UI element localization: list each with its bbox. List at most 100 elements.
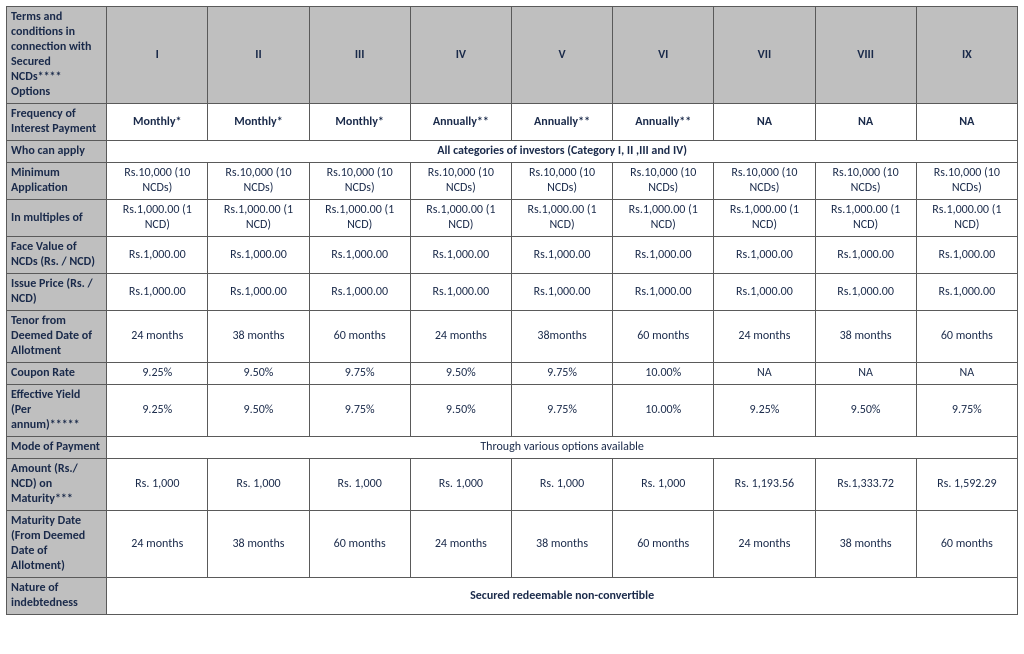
cell: 60 months (916, 311, 1017, 363)
cell: 9.50% (208, 363, 309, 385)
row-tenor: Tenor from Deemed Date of Allotment 24 m… (7, 311, 1018, 363)
cell: 60 months (309, 511, 410, 578)
row-label: Coupon Rate (7, 363, 107, 385)
cell: Rs.1,000.00 (1 NCD) (714, 200, 815, 237)
cell: Rs.1,000.00 (410, 274, 511, 311)
row-label: In multiples of (7, 200, 107, 237)
cell: 9.25% (107, 385, 208, 437)
cell: 9.50% (208, 385, 309, 437)
cell: NA (815, 363, 916, 385)
cell: Rs.1,000.00 (107, 237, 208, 274)
cell: 38months (511, 311, 612, 363)
cell: Rs. 1,000 (511, 459, 612, 511)
cell: Rs.10,000 (10 NCDs) (107, 163, 208, 200)
row-mode-payment: Mode of Payment Through various options … (7, 437, 1018, 459)
cell: Rs.1,000.00 (916, 274, 1017, 311)
cell: Rs.1,000.00 (1 NCD) (613, 200, 714, 237)
cell: 9.25% (107, 363, 208, 385)
cell: 60 months (916, 511, 1017, 578)
cell: Rs. 1,193.56 (714, 459, 815, 511)
cell: Rs.10,000 (10 NCDs) (208, 163, 309, 200)
cell: Rs.1,000.00 (1 NCD) (410, 200, 511, 237)
cell: 24 months (107, 311, 208, 363)
cell: Annually** (410, 104, 511, 141)
cell: NA (815, 104, 916, 141)
cell: Annually** (511, 104, 612, 141)
cell: Rs.10,000 (10 NCDs) (714, 163, 815, 200)
col-I: I (107, 7, 208, 104)
cell: Monthly* (107, 104, 208, 141)
cell: Rs.10,000 (10 NCDs) (511, 163, 612, 200)
cell: Rs.1,000.00 (815, 274, 916, 311)
header-label: Terms and conditions in connection with … (7, 7, 107, 104)
cell: Rs.1,000.00 (815, 237, 916, 274)
cell: Rs.1,000.00 (208, 274, 309, 311)
row-multiples: In multiples of Rs.1,000.00 (1 NCD) Rs.1… (7, 200, 1018, 237)
cell: Rs. 1,592.29 (916, 459, 1017, 511)
cell: Rs.10,000 (10 NCDs) (410, 163, 511, 200)
row-label: Nature of indebtedness (7, 578, 107, 615)
row-issue-price: Issue Price (Rs. / NCD) Rs.1,000.00 Rs.1… (7, 274, 1018, 311)
ncd-terms-table: Terms and conditions in connection with … (6, 6, 1018, 615)
cell: 38 months (511, 511, 612, 578)
cell: 60 months (613, 311, 714, 363)
cell: Rs. 1,000 (208, 459, 309, 511)
col-II: II (208, 7, 309, 104)
cell: Rs.1,000.00 (309, 237, 410, 274)
cell: 9.75% (916, 385, 1017, 437)
cell: 9.75% (511, 363, 612, 385)
cell: 24 months (714, 511, 815, 578)
cell: Annually** (613, 104, 714, 141)
row-label: Frequency of Interest Payment (7, 104, 107, 141)
cell: 9.25% (714, 385, 815, 437)
cell: 10.00% (613, 363, 714, 385)
row-label: Mode of Payment (7, 437, 107, 459)
cell: Monthly* (208, 104, 309, 141)
row-nature: Nature of indebtedness Secured redeemabl… (7, 578, 1018, 615)
cell: Rs.1,000.00 (511, 274, 612, 311)
cell: 38 months (815, 311, 916, 363)
cell: Rs. 1,000 (107, 459, 208, 511)
cell: Rs.1,000.00 (309, 274, 410, 311)
row-label: Face Value of NCDs (Rs. / NCD) (7, 237, 107, 274)
cell: 9.50% (815, 385, 916, 437)
cell: 38 months (208, 311, 309, 363)
cell: 24 months (410, 311, 511, 363)
row-label: Minimum Application (7, 163, 107, 200)
cell: 9.75% (309, 363, 410, 385)
row-maturity-amount: Amount (Rs./ NCD) on Maturity*** Rs. 1,0… (7, 459, 1018, 511)
cell: Rs.1,000.00 (714, 237, 815, 274)
col-IX: IX (916, 7, 1017, 104)
cell: Rs.10,000 (10 NCDs) (815, 163, 916, 200)
col-IV: IV (410, 7, 511, 104)
cell: 38 months (208, 511, 309, 578)
row-face-value: Face Value of NCDs (Rs. / NCD) Rs.1,000.… (7, 237, 1018, 274)
col-VII: VII (714, 7, 815, 104)
cell-span: Through various options available (107, 437, 1018, 459)
cell: Rs.1,000.00 (1 NCD) (511, 200, 612, 237)
cell: NA (916, 363, 1017, 385)
cell: 60 months (613, 511, 714, 578)
row-frequency: Frequency of Interest Payment Monthly* M… (7, 104, 1018, 141)
cell: Rs.10,000 (10 NCDs) (613, 163, 714, 200)
row-effective-yield: Effective Yield (Per annum)***** 9.25% 9… (7, 385, 1018, 437)
cell: 9.75% (309, 385, 410, 437)
col-V: V (511, 7, 612, 104)
header-row: Terms and conditions in connection with … (7, 7, 1018, 104)
cell: Rs.1,000.00 (1 NCD) (208, 200, 309, 237)
cell: 9.50% (410, 363, 511, 385)
cell: Rs.1,000.00 (714, 274, 815, 311)
cell: Rs.1,000.00 (107, 274, 208, 311)
row-label: Effective Yield (Per annum)***** (7, 385, 107, 437)
cell: NA (916, 104, 1017, 141)
cell: Rs. 1,000 (613, 459, 714, 511)
cell-span: All categories of investors (Category I,… (107, 141, 1018, 163)
row-who-can-apply: Who can apply All categories of investor… (7, 141, 1018, 163)
row-coupon-rate: Coupon Rate 9.25% 9.50% 9.75% 9.50% 9.75… (7, 363, 1018, 385)
row-min-application: Minimum Application Rs.10,000 (10 NCDs) … (7, 163, 1018, 200)
cell: Rs.1,000.00 (1 NCD) (309, 200, 410, 237)
cell: Rs.1,000.00 (916, 237, 1017, 274)
cell: Rs.10,000 (10 NCDs) (309, 163, 410, 200)
cell: Rs.1,000.00 (613, 237, 714, 274)
cell: Rs.1,000.00 (410, 237, 511, 274)
